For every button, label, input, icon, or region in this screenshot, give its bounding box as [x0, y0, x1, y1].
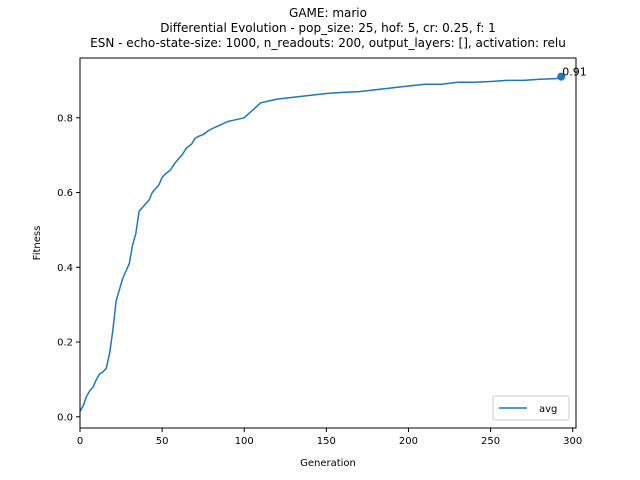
- y-tick-label: 0.6: [57, 188, 73, 199]
- x-tick-label: 300: [563, 436, 582, 447]
- final-value-label: 0.91: [562, 66, 587, 79]
- legend-label-avg: avg: [539, 404, 557, 415]
- title-line-2: Differential Evolution - pop_size: 25, h…: [160, 21, 496, 35]
- x-tick-label: 0: [77, 436, 83, 447]
- x-tick-label: 250: [481, 436, 500, 447]
- final-point-marker: [557, 72, 566, 81]
- annotation-layer: 0.91: [557, 66, 587, 81]
- y-tick-label: 0.4: [57, 263, 73, 274]
- chart-title: GAME: mario Differential Evolution - pop…: [90, 6, 566, 50]
- plot-area-frame: [79, 57, 577, 429]
- series-line-avg: [79, 76, 562, 412]
- x-tick-label: 50: [156, 436, 169, 447]
- y-axis-ticks: 0.0 0.2 0.4 0.6 0.8: [57, 113, 80, 423]
- title-line-1: GAME: mario: [289, 6, 367, 20]
- legend: avg: [492, 395, 570, 421]
- x-axis-ticks: 0 50 100 150 200 250 300: [77, 428, 582, 447]
- y-tick-label: 0.2: [57, 338, 73, 349]
- x-tick-label: 200: [399, 436, 418, 447]
- y-axis-label: Fitness: [32, 226, 43, 261]
- x-axis-label: Generation: [300, 458, 356, 469]
- title-line-3: ESN - echo-state-size: 1000, n_readouts:…: [90, 36, 566, 50]
- y-tick-label: 0.8: [57, 113, 73, 124]
- x-tick-label: 150: [317, 436, 336, 447]
- x-tick-label: 100: [235, 436, 254, 447]
- legend-box: [492, 395, 570, 421]
- series-layer: [79, 76, 562, 412]
- y-tick-label: 0.0: [57, 412, 73, 423]
